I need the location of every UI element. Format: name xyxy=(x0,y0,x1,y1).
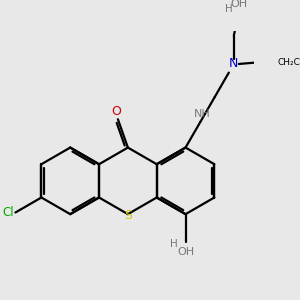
Text: N: N xyxy=(229,58,239,70)
Text: OH: OH xyxy=(177,247,194,257)
Text: OH: OH xyxy=(230,0,247,9)
Text: S: S xyxy=(124,209,132,222)
Text: Cl: Cl xyxy=(2,206,14,219)
Text: NH: NH xyxy=(194,109,211,119)
Text: H: H xyxy=(225,4,233,14)
Text: CH₂CH₃: CH₂CH₃ xyxy=(277,58,300,67)
Text: H: H xyxy=(170,239,178,249)
Text: O: O xyxy=(111,106,121,118)
